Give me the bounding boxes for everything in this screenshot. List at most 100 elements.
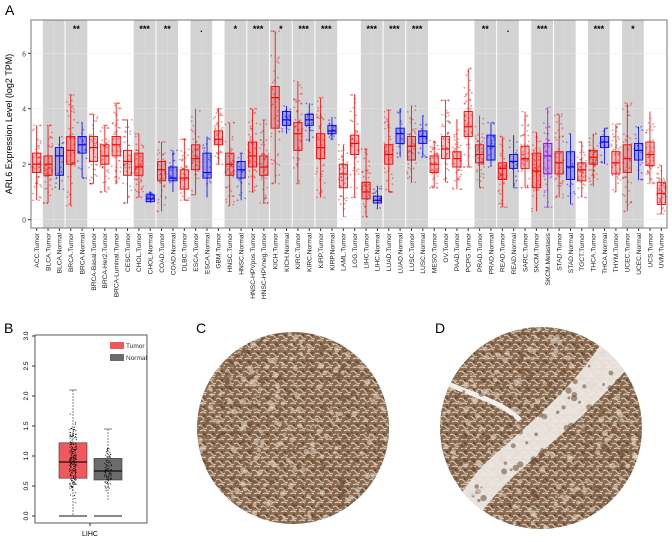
data-point [411, 118, 414, 121]
data-point [452, 188, 455, 191]
data-point [320, 173, 323, 176]
data-point [107, 188, 110, 191]
data-point [170, 164, 172, 167]
tissue-texture [542, 396, 546, 400]
tissue-texture [542, 478, 548, 484]
tissue-texture [230, 446, 238, 453]
data-point [482, 163, 484, 166]
data-point [616, 175, 619, 178]
data-point [536, 140, 539, 143]
data-point [435, 169, 438, 172]
data-point [440, 133, 443, 136]
data-point [55, 182, 57, 185]
data-point [37, 175, 40, 178]
data-point [225, 186, 228, 189]
tissue-texture [442, 411, 446, 416]
data-point [415, 162, 417, 165]
data-point [108, 473, 110, 475]
data-point [241, 152, 244, 155]
data-point [158, 141, 160, 143]
data-point [323, 196, 326, 199]
data-point [214, 139, 217, 142]
data-point [611, 174, 614, 177]
tissue-texture [483, 347, 488, 352]
tissue-texture [263, 501, 267, 505]
data-point [334, 116, 337, 119]
data-point [181, 154, 184, 157]
data-point [374, 191, 377, 194]
data-point [61, 161, 64, 163]
tissue-texture [259, 429, 264, 434]
tissue-texture [300, 443, 304, 448]
data-point [515, 179, 518, 182]
data-point [431, 168, 434, 171]
tissue-texture [469, 377, 474, 383]
data-point [661, 196, 664, 199]
data-point [136, 196, 138, 199]
data-point [51, 142, 54, 145]
data-point [122, 182, 125, 185]
data-point [45, 172, 48, 175]
data-point [463, 86, 466, 89]
data-point [31, 192, 34, 195]
data-point [482, 176, 485, 179]
tissue-texture [255, 369, 259, 373]
data-point [537, 166, 540, 168]
tissue-texture [493, 392, 500, 398]
data-point [158, 180, 161, 183]
data-point [300, 102, 303, 105]
data-point [431, 185, 434, 188]
tissue-texture [334, 440, 341, 446]
data-point [38, 170, 41, 173]
data-point [481, 147, 483, 150]
data-point [179, 192, 182, 194]
tissue-texture [604, 437, 610, 443]
tissue-texture [521, 331, 527, 336]
tissue-texture [362, 448, 368, 453]
x-tick-label: BLCA.Normal [57, 232, 64, 273]
tissue-texture [364, 432, 368, 435]
data-point [305, 138, 308, 141]
box-esca-normal [201, 136, 212, 198]
data-point [180, 160, 183, 162]
tissue-texture [221, 393, 225, 398]
data-point [293, 80, 295, 82]
data-point [101, 126, 104, 129]
data-point [317, 109, 319, 112]
tissue-texture [598, 416, 605, 423]
data-point [458, 160, 461, 162]
data-point [261, 176, 264, 179]
tissue-texture [240, 420, 248, 427]
data-point [559, 182, 562, 185]
tissue-texture [323, 434, 329, 439]
data-point [181, 158, 184, 160]
data-point [640, 151, 643, 154]
data-point [474, 125, 477, 128]
data-point [106, 456, 108, 458]
data-point [70, 484, 72, 486]
data-point [322, 164, 325, 167]
data-point [216, 122, 219, 125]
data-point [55, 176, 58, 179]
data-point [357, 168, 360, 171]
data-point [487, 166, 490, 168]
data-point [624, 156, 627, 159]
data-point [59, 166, 62, 169]
tissue-texture [385, 422, 389, 426]
data-point [322, 138, 325, 141]
data-point [412, 142, 415, 145]
data-point [264, 118, 267, 121]
data-point [48, 166, 51, 169]
significance-label: *** [139, 24, 150, 34]
data-point [373, 188, 375, 191]
tissue-texture [364, 402, 368, 405]
tissue-texture [624, 443, 629, 448]
x-tick-label: HNSC.Normal [238, 232, 245, 274]
tissue-texture [323, 351, 327, 355]
data-point [119, 166, 122, 169]
data-point [647, 156, 650, 159]
tissue-texture [542, 511, 547, 516]
tissue-texture [478, 364, 481, 368]
tissue-texture [287, 332, 292, 336]
data-point [463, 102, 466, 105]
